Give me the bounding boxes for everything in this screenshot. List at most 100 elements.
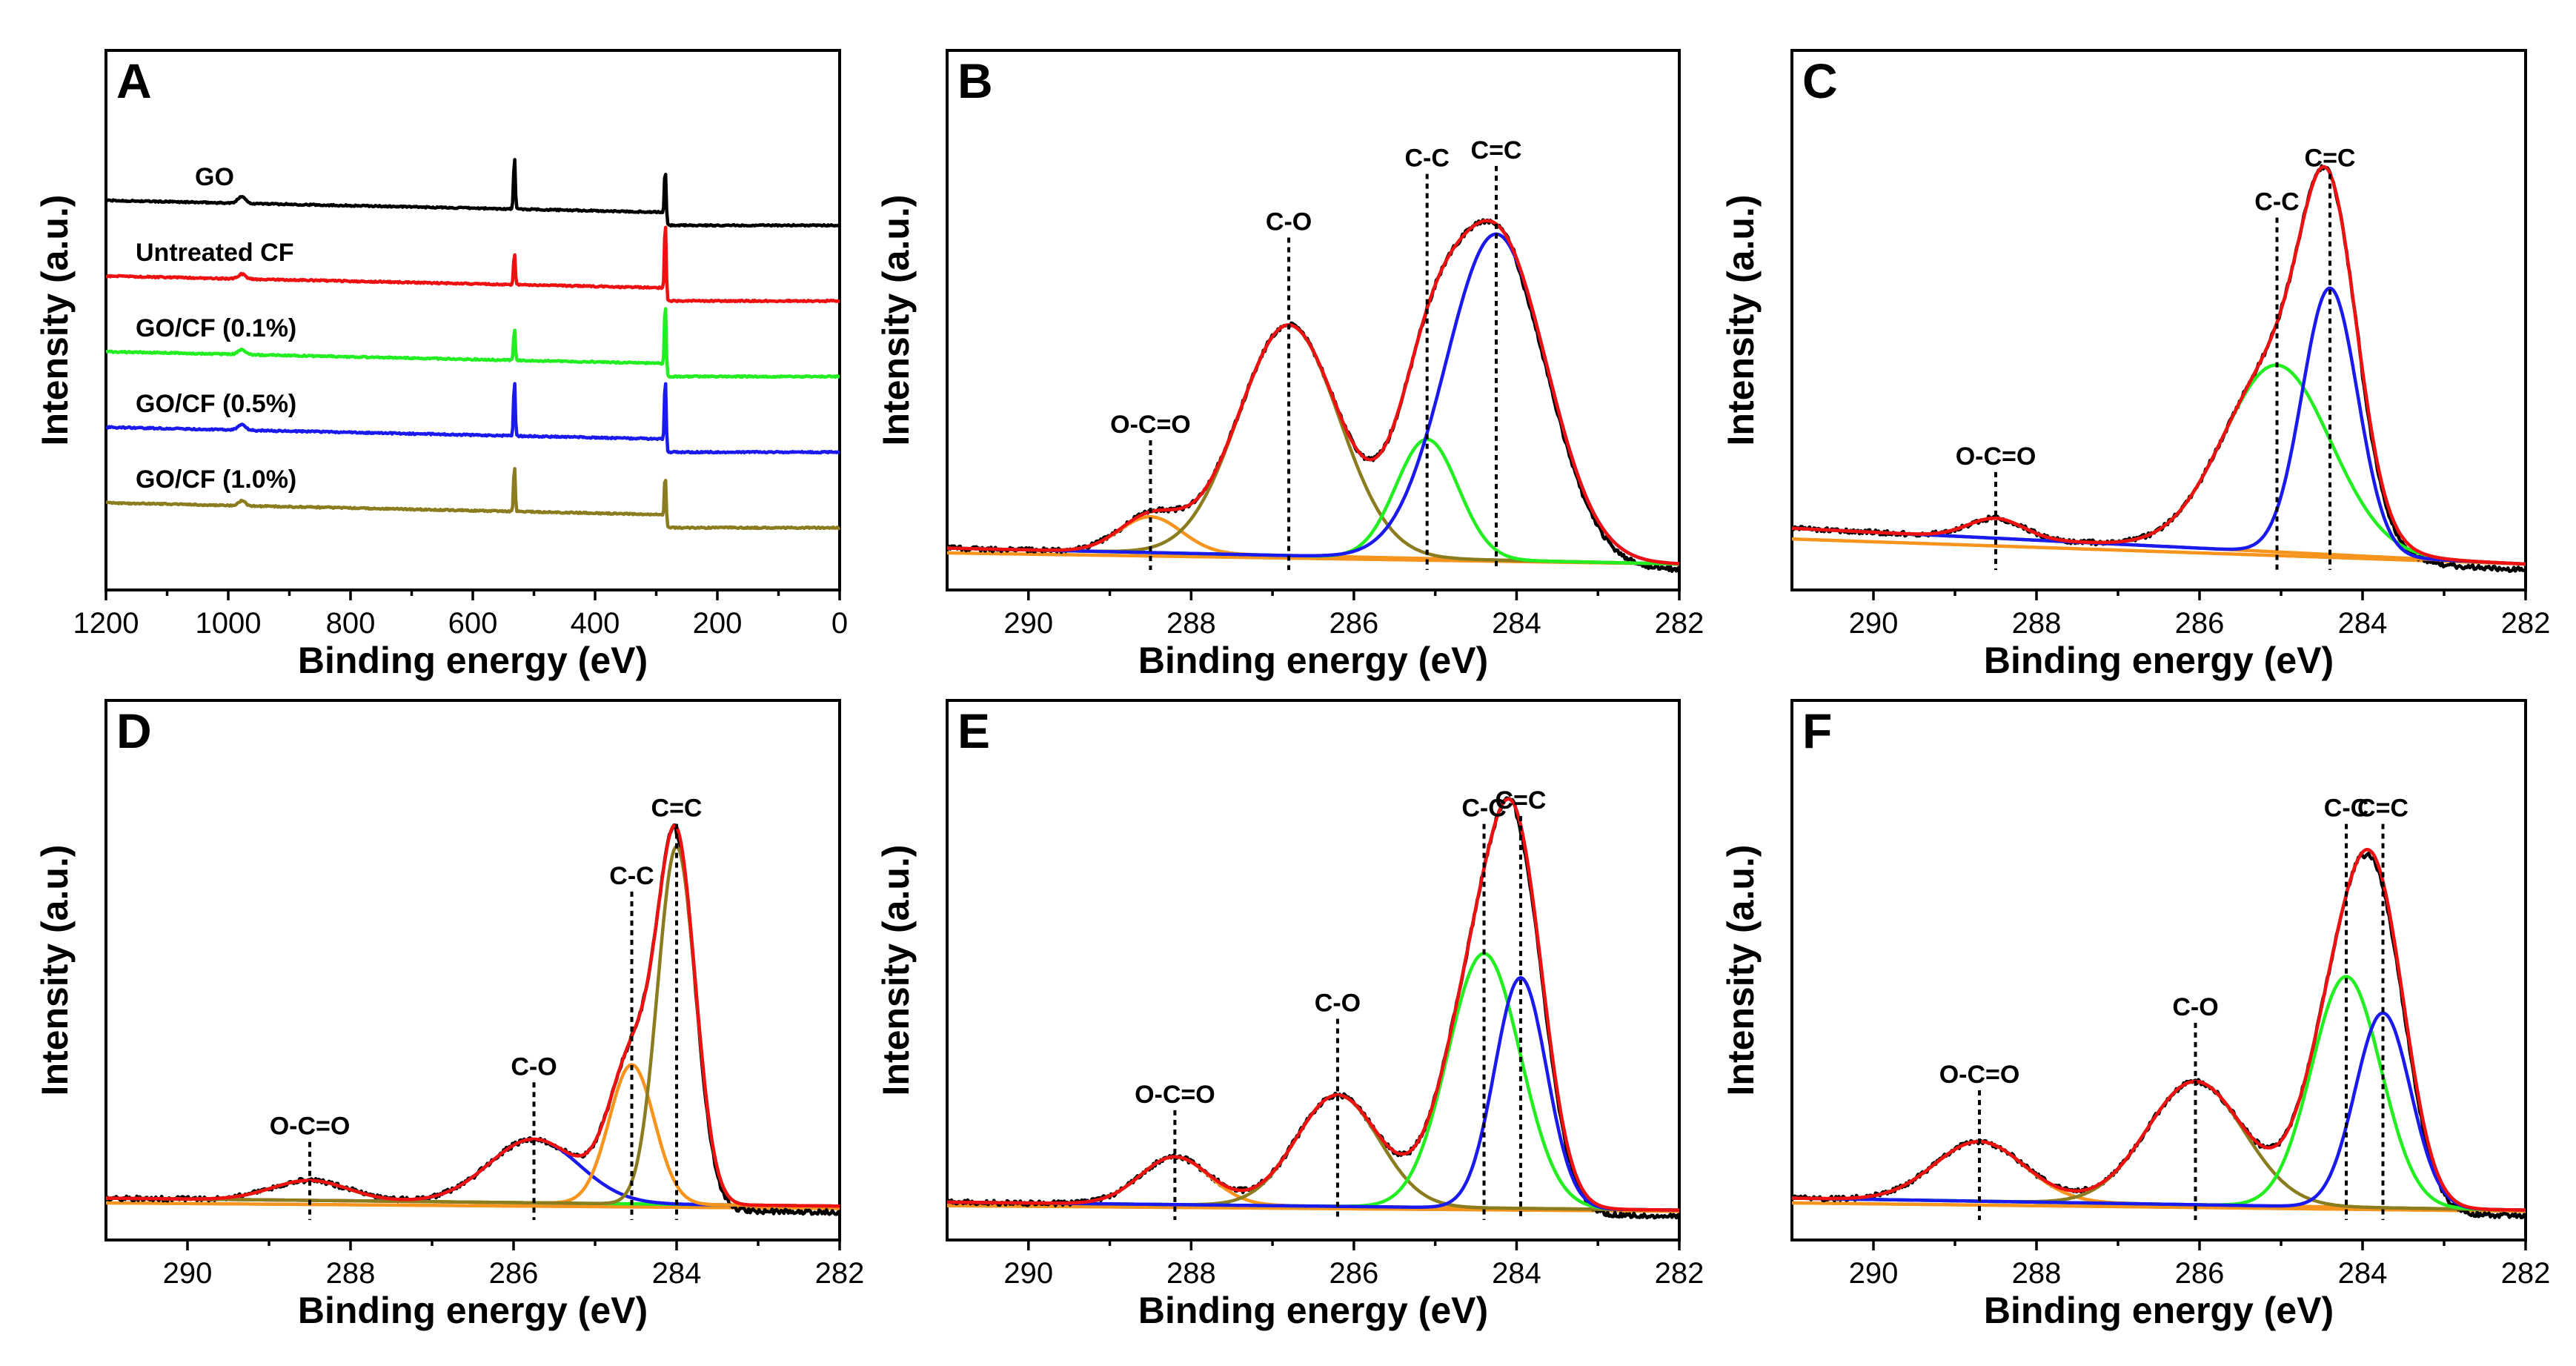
x-tick-label: 286 [2175,1257,2225,1290]
x-tick-label: 288 [326,1257,376,1290]
x-tick-label: 288 [2012,1257,2062,1290]
peak-label: O-C=O [1956,442,2036,471]
survey-trace [105,225,840,304]
peak-label: C-C [609,862,654,890]
x-tick-label: 284 [2338,607,2388,640]
raw-spectrum [1790,164,2527,574]
x-tick-label: 400 [571,607,620,640]
panel-label: F [1802,703,1832,758]
peak-label: C-C [2324,795,2368,823]
x-tick-label: 286 [2175,607,2225,640]
y-axis-title: Intensity (a.u.) [875,845,917,1096]
peak-label: O-C=O [1135,1081,1215,1109]
peak-label: C=C [2357,795,2409,823]
fit-envelope [1791,847,2526,1212]
peak-label: O-C=O [270,1113,351,1141]
background-line [105,1201,840,1210]
survey-trace [105,382,840,455]
peak-label: O-C=O [1939,1061,2020,1089]
y-axis-title: Intensity (a.u.) [875,195,917,446]
x-tick-label: 282 [1655,607,1704,640]
fit-component [105,844,840,1208]
peak-label: C=C [2305,145,2356,173]
y-axis-title: Intensity (a.u.) [1720,845,1762,1096]
x-tick-label: 288 [1166,1257,1216,1290]
x-tick-label: 286 [489,1257,539,1290]
y-axis-title: Intensity (a.u.) [34,195,76,446]
survey-trace [105,307,840,379]
fit-envelope [1791,165,2526,566]
fit-component [105,1063,840,1208]
x-tick-label: 290 [1849,607,1899,640]
y-axis-title: Intensity (a.u.) [1720,195,1762,446]
peak-label: C-C [2254,188,2299,216]
fit-component [946,232,1680,566]
fit-envelope [946,797,1680,1212]
peak-label: C-C [1461,795,1506,823]
peak-label: O-C=O [1110,411,1191,439]
peak-label: C-C [1404,145,1449,173]
series-label: GO/CF (1.0%) [136,465,296,494]
fit-component [1791,1079,2526,1212]
series-label: GO/CF (0.5%) [136,390,296,418]
x-tick-label: 286 [1330,1257,1379,1290]
x-tick-label: 288 [2012,607,2062,640]
x-tick-label: 282 [1655,1257,1704,1290]
fit-envelope [946,219,1680,566]
x-tick-label: 200 [693,607,743,640]
raw-spectrum [945,218,1681,574]
peak-label: C-O [1266,208,1312,236]
panel-label: C [1802,53,1838,108]
raw-spectrum [104,823,840,1216]
x-tick-label: 600 [448,607,498,640]
x-tick-label: 286 [1330,607,1379,640]
fit-component [1791,286,2526,566]
x-tick-label: 290 [1003,607,1053,640]
x-tick-label: 0 [831,607,848,640]
panel-label: E [957,703,990,758]
x-tick-label: 1000 [196,607,262,640]
plot-frame [104,699,841,1241]
plot-frame [1790,49,2527,591]
x-tick-label: 284 [2338,1257,2388,1290]
x-tick-label: 282 [2501,607,2551,640]
panel-e: 290 288 286 284 282 Binding energy (eV) Intens… [875,699,1704,1331]
x-tick-label: 288 [1166,607,1216,640]
background-line [1791,537,2526,566]
x-axis-title: Binding energy (eV) [1138,640,1488,681]
series-label: Untreated CF [136,239,293,267]
series-label: GO/CF (0.1%) [136,314,296,342]
panel-label: D [116,703,152,758]
panel-c: 290 288 286 284 282 Binding energy (eV) Intens… [1720,49,2551,681]
x-tick-label: 800 [326,607,376,640]
panel-f: 290 288 286 284 282 Binding energy (eV) Intens… [1720,699,2551,1331]
x-axis-title: Binding energy (eV) [1138,1290,1488,1331]
panel-label: B [957,53,993,108]
y-axis-title: Intensity (a.u.) [34,845,76,1096]
x-tick-label: 282 [2501,1257,2551,1290]
x-tick-label: 290 [1003,1257,1053,1290]
panel-label: A [116,53,152,108]
survey-trace [105,467,841,531]
peak-label: C-O [511,1052,557,1081]
peak-label: C=C [1471,136,1522,165]
plot-frame [946,699,1681,1241]
x-axis-title: Binding energy (eV) [298,640,648,681]
panel-a: 1200 1000 800 600 400 200 0 Binding energy (eV)… [34,49,848,681]
panel-d: 290 288 286 284 282 Binding energy (eV) Intens… [34,699,865,1331]
x-tick-label: 282 [815,1257,865,1290]
background-line [1791,1201,2526,1213]
x-tick-label: 290 [1849,1257,1899,1290]
fit-component [1791,1011,2526,1212]
plot-frame [1790,699,2527,1241]
peak-label: C=C [651,795,703,823]
x-tick-label: 1200 [73,607,139,640]
peak-label: C=C [1495,786,1546,815]
peak-label: C-O [1315,989,1361,1017]
survey-trace [105,158,840,228]
x-axis-title: Binding energy (eV) [298,1290,648,1331]
raw-spectrum [1790,851,2528,1220]
series-label: GO [195,163,234,191]
panel-b: 290 288 286 284 282 Binding energy (eV) Intens… [875,49,1704,681]
